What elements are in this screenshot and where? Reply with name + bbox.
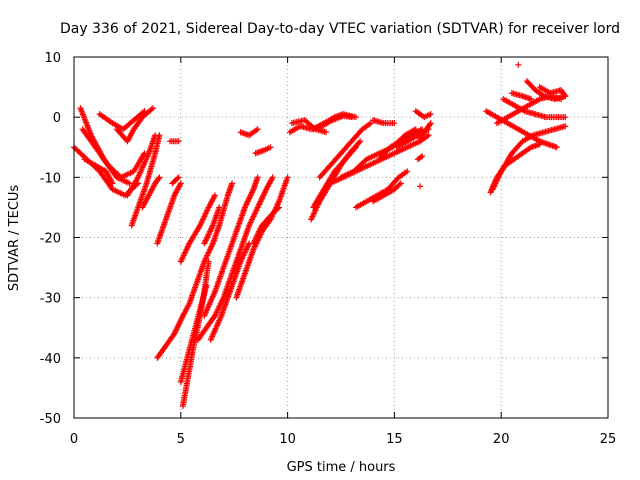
data-point <box>562 114 569 121</box>
data-point <box>367 120 374 127</box>
data-point <box>229 180 236 187</box>
data-point <box>269 174 276 181</box>
data-point <box>404 168 411 175</box>
data-point <box>211 192 218 199</box>
x-tick-label: 5 <box>177 432 185 447</box>
data-point <box>426 121 433 128</box>
data-point <box>175 174 182 181</box>
chart-title: Day 336 of 2021, Sidereal Day-to-day VTE… <box>60 21 620 37</box>
x-tick-label: 10 <box>279 432 296 447</box>
data-point <box>274 205 281 212</box>
x-tick-label: 20 <box>493 432 510 447</box>
data-point <box>254 126 261 133</box>
data-point <box>203 282 210 289</box>
x-axis-label: GPS time / hours <box>287 460 396 475</box>
data-point <box>175 138 182 145</box>
x-tick-label: 25 <box>600 432 617 447</box>
data-point <box>352 144 359 151</box>
data-point <box>150 105 157 112</box>
y-tick-label: -50 <box>40 412 61 427</box>
x-tick-label: 15 <box>386 432 403 447</box>
x-tick-label: 0 <box>70 432 78 447</box>
data-point <box>391 120 398 127</box>
y-tick-label: -20 <box>40 232 61 247</box>
y-tick-label: -40 <box>40 352 61 367</box>
data-point <box>205 258 212 265</box>
tick-labels: 0 5 10 15 20 25 10 0 -10 -20 -30 -40 -50 <box>40 51 617 447</box>
y-tick-label: -10 <box>40 171 61 186</box>
data-point <box>427 111 434 118</box>
data-point <box>528 96 535 103</box>
data-point <box>323 129 330 136</box>
y-tick-label: 10 <box>44 51 61 66</box>
data-point <box>562 123 569 130</box>
data-point <box>216 204 223 211</box>
data-point <box>352 114 359 121</box>
data-point <box>357 138 364 145</box>
data-point <box>356 139 363 146</box>
data-point <box>177 180 184 187</box>
y-tick-label: -30 <box>40 292 61 307</box>
data-point <box>427 120 434 127</box>
data-point <box>155 175 162 182</box>
data-point <box>152 132 159 139</box>
data-point <box>109 180 116 187</box>
data-point <box>562 93 569 100</box>
data-point <box>174 175 181 182</box>
data-point <box>148 106 155 113</box>
data-point <box>397 180 404 187</box>
data-point <box>396 181 403 188</box>
data-point <box>425 132 432 139</box>
data-point <box>553 144 560 151</box>
data-point <box>351 145 358 152</box>
y-tick-label: 0 <box>53 111 61 126</box>
data-point <box>156 174 163 181</box>
data-point <box>254 174 261 181</box>
y-axis-label: SDTVAR / TECUs <box>7 185 22 292</box>
data-point <box>561 91 568 98</box>
data-points <box>71 61 569 409</box>
data-point <box>419 153 426 160</box>
data-point <box>267 144 274 151</box>
data-point <box>284 174 291 181</box>
data-point <box>276 204 283 211</box>
data-point <box>417 183 424 190</box>
data-point <box>515 61 522 68</box>
